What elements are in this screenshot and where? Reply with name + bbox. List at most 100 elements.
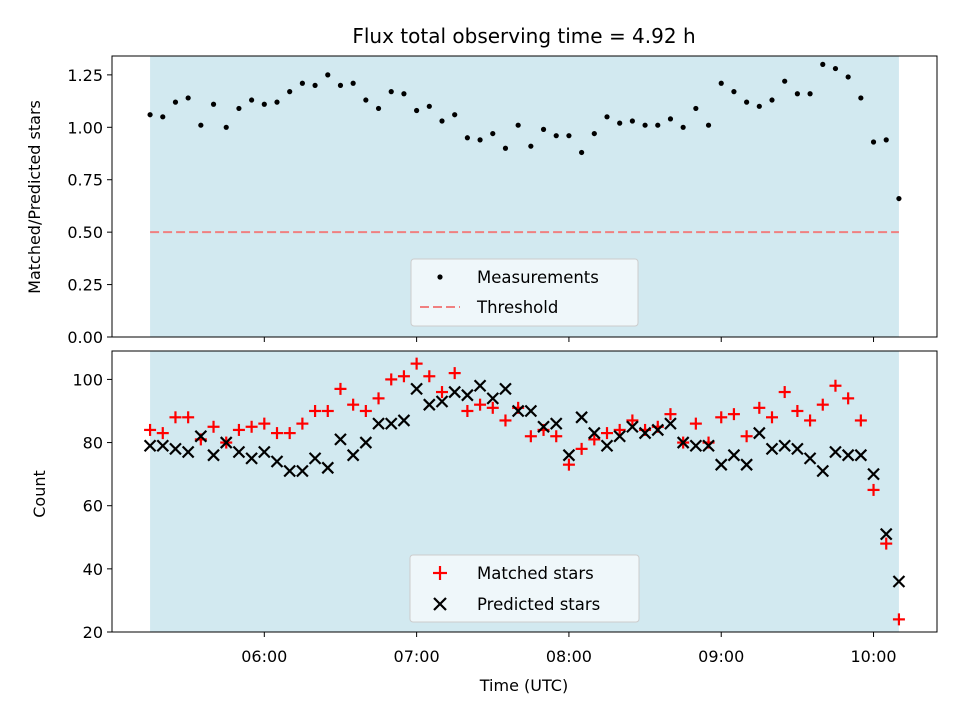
measurements-legend-label: Measurements <box>477 268 599 287</box>
measurement-point <box>375 105 382 112</box>
measurement-point <box>718 80 724 86</box>
bottom-panel: 20 40 60 80 100 06:00 07:00 08:00 09:00 10:00 Co… <box>30 350 938 695</box>
matched-stars-point <box>271 427 283 440</box>
predicted-stars-point <box>372 417 385 430</box>
predicted-stars-point <box>486 392 500 405</box>
matched-stars-point <box>499 414 512 427</box>
measurement-point <box>452 112 458 118</box>
matched-stars-point <box>309 404 322 417</box>
predicted-stars-point <box>841 448 855 462</box>
predicted-stars-legend-marker <box>433 597 447 611</box>
matched-stars-point <box>385 373 398 386</box>
measurement-point <box>807 91 813 97</box>
measurement-point <box>210 101 217 107</box>
x-tick-label: 06:00 <box>241 647 287 666</box>
matched-stars-point <box>867 483 880 496</box>
predicted-stars-point <box>689 439 703 452</box>
matched-stars-point <box>892 613 905 626</box>
bottom-y-axis-label: Count <box>30 470 49 518</box>
matched-stars-point <box>232 423 245 436</box>
matched-stars-point <box>169 411 182 424</box>
measurement-point <box>223 124 229 130</box>
top-y-tick-label: 1.25 <box>67 66 103 85</box>
predicted-stars-point <box>511 404 525 418</box>
matched-stars-point <box>474 398 487 411</box>
measurement-point <box>820 61 826 67</box>
measurement-point <box>591 130 597 137</box>
matched-stars-point <box>486 401 499 414</box>
predicted-stars-point <box>143 439 157 452</box>
predicted-stars-point <box>791 442 804 456</box>
predicted-stars-point <box>169 442 182 456</box>
predicted-stars-point <box>740 458 753 471</box>
predicted-stars-point <box>638 426 652 440</box>
matched-stars-point <box>397 370 410 383</box>
predicted-stars-point <box>232 445 246 459</box>
predicted-stars-point <box>778 439 791 452</box>
matched-stars-point <box>588 433 601 446</box>
x-tick-label: 08:00 <box>546 647 592 666</box>
measurement-point <box>236 105 242 112</box>
matched-stars-point <box>372 392 385 405</box>
measurement-point <box>388 89 394 95</box>
matched-stars-point <box>359 404 372 417</box>
measurement-point <box>870 139 877 145</box>
measurement-point <box>401 91 407 97</box>
top-y-ticks: 0.00 0.25 0.50 0.75 1.00 1.25 <box>67 66 112 347</box>
measurement-point <box>553 133 559 139</box>
top-y-tick-label: 1.00 <box>67 118 103 137</box>
measurement-point <box>794 91 800 97</box>
top-chart-title: Flux total observing time = 4.92 h <box>352 24 695 48</box>
predicted-stars-point <box>194 429 208 443</box>
measurement-point <box>337 82 344 88</box>
predicted-stars-point <box>384 417 398 430</box>
predicted-stars-point <box>283 464 296 478</box>
measurement-point <box>274 99 280 105</box>
measurement-point <box>566 133 572 139</box>
matched-stars-point <box>880 537 893 550</box>
top-x-ticks <box>263 337 875 342</box>
measurement-point <box>528 143 534 149</box>
top-y-tick-label: 0.75 <box>67 171 103 190</box>
predicted-stars-point <box>879 527 893 541</box>
matched-stars-point <box>321 404 334 417</box>
bottom-y-tick-label: 60 <box>83 497 103 516</box>
bottom-y-tick-label: 40 <box>83 560 103 579</box>
predicted-stars-point <box>600 439 614 452</box>
predicted-stars-point <box>575 411 588 424</box>
measurements-points <box>147 61 902 202</box>
matched-stars-point <box>144 423 157 436</box>
matched-stars-point <box>258 417 271 430</box>
measurement-point <box>769 97 775 103</box>
measurement-point <box>693 105 699 112</box>
bottom-legend: Matched stars Predicted stars <box>409 554 640 623</box>
predicted-stars-point <box>308 452 322 465</box>
predicted-stars-point <box>562 448 576 462</box>
measurement-point <box>287 89 293 95</box>
matched-stars-point <box>207 420 220 433</box>
predicted-stars-point <box>245 452 258 465</box>
measurement-point <box>896 195 902 202</box>
predicted-stars-point <box>448 385 461 399</box>
matched-stars-point <box>816 398 829 411</box>
measurement-point <box>515 122 521 128</box>
predicted-stars-point <box>473 379 487 393</box>
top-y-tick-label: 0.00 <box>67 328 103 347</box>
measurement-point <box>502 145 509 151</box>
matched-stars-point <box>740 430 753 443</box>
count-points <box>143 357 906 626</box>
matched-stars-point <box>753 401 766 414</box>
top-legend-box <box>410 258 639 327</box>
predicted-stars-point <box>410 382 423 396</box>
matched-stars-point <box>410 357 423 370</box>
matched-stars-point <box>182 411 195 424</box>
bottom-y-ticks: 20 40 60 80 100 <box>72 370 112 642</box>
measurement-point <box>261 101 267 107</box>
predicted-stars-point <box>537 420 550 434</box>
predicted-stars-point <box>499 382 512 396</box>
predicted-stars-point <box>549 417 563 430</box>
x-tick-label: 07:00 <box>394 647 440 666</box>
measurement-point <box>832 65 839 72</box>
matched-stars-point <box>245 420 258 433</box>
measurement-point <box>883 137 889 143</box>
